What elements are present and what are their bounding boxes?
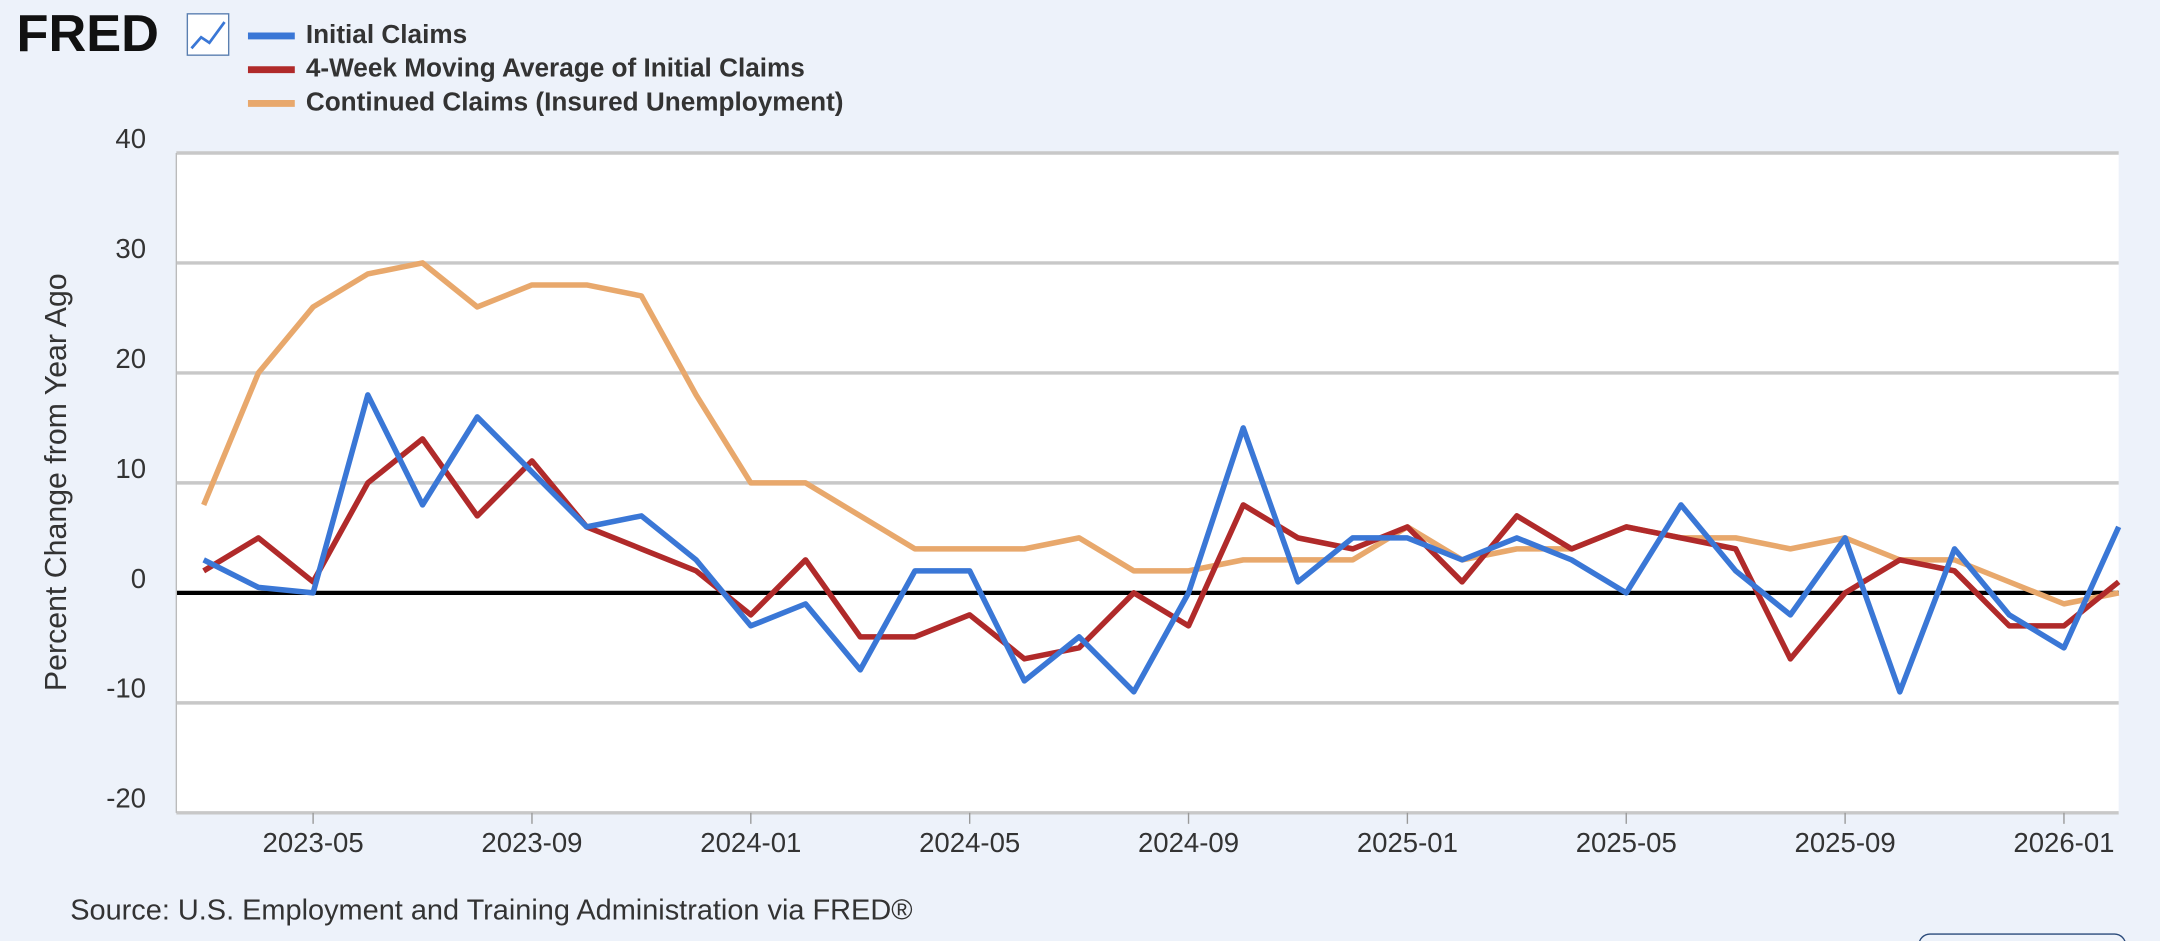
y-axis-label: Percent Change from Year Ago bbox=[40, 273, 73, 691]
x-tick-label: 2023-09 bbox=[481, 827, 582, 858]
button-edge[interactable] bbox=[1918, 933, 2126, 941]
y-tick-label: -10 bbox=[106, 673, 146, 704]
y-tick-label: 40 bbox=[115, 123, 146, 154]
x-tick-label: 2026-01 bbox=[2013, 827, 2114, 858]
x-tick-label: 2025-09 bbox=[1795, 827, 1896, 858]
x-tick-label: 2024-05 bbox=[919, 827, 1020, 858]
legend-label: Initial Claims bbox=[306, 19, 467, 49]
x-tick-label: 2023-05 bbox=[263, 827, 364, 858]
logo: FRED bbox=[17, 5, 159, 63]
series-line bbox=[202, 436, 2121, 662]
y-tick-label: -20 bbox=[106, 783, 146, 814]
x-tick-label: 2024-09 bbox=[1138, 827, 1239, 858]
x-tick-label: 2024-01 bbox=[700, 827, 801, 858]
legend-label: Continued Claims (Insured Unemployment) bbox=[306, 86, 844, 116]
source: Source: U.S. Employment and Training Adm… bbox=[70, 895, 912, 927]
y-tick-label: 20 bbox=[115, 343, 146, 374]
y-tick-label: 10 bbox=[115, 453, 146, 484]
legend-label: 4-Week Moving Average of Initial Claims bbox=[306, 53, 805, 83]
y-tick-label: 0 bbox=[131, 563, 146, 594]
logo-icon bbox=[186, 13, 230, 56]
series-line bbox=[202, 392, 2122, 695]
logo-icon-line bbox=[190, 21, 226, 50]
x-tick-label: 2025-01 bbox=[1357, 827, 1458, 858]
x-tick-label: 2025-05 bbox=[1576, 827, 1677, 858]
series-line bbox=[201, 260, 2120, 607]
y-tick-label: 30 bbox=[115, 233, 146, 264]
